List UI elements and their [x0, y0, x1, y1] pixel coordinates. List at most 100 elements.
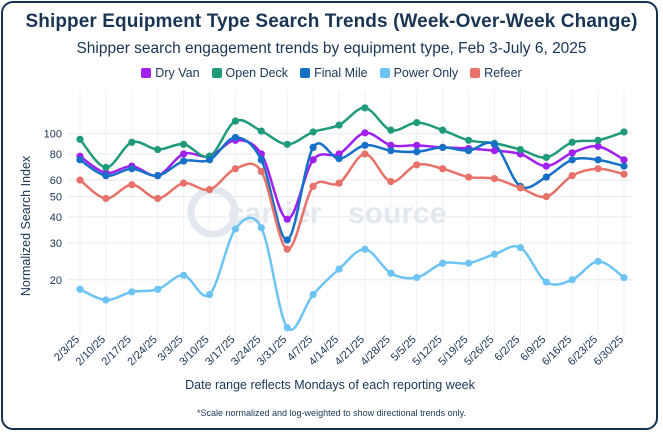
- data-point-power-only[interactable]: [76, 285, 84, 293]
- data-point-open-deck[interactable]: [620, 128, 628, 136]
- data-point-open-deck[interactable]: [180, 140, 188, 148]
- legend-item-refeer[interactable]: Refeer: [470, 66, 522, 80]
- data-point-final-mile[interactable]: [257, 156, 265, 164]
- data-point-power-only[interactable]: [439, 259, 447, 267]
- data-point-power-only[interactable]: [154, 285, 162, 293]
- data-point-open-deck[interactable]: [283, 140, 291, 148]
- data-point-open-deck[interactable]: [231, 117, 240, 125]
- data-point-open-deck[interactable]: [594, 136, 602, 144]
- data-point-refeer[interactable]: [257, 167, 265, 176]
- data-point-open-deck[interactable]: [413, 119, 421, 127]
- data-point-refeer[interactable]: [76, 176, 84, 184]
- data-point-dry-van[interactable]: [283, 215, 291, 223]
- data-point-final-mile[interactable]: [490, 140, 499, 148]
- legend-item-open-deck[interactable]: Open Deck: [211, 66, 288, 80]
- data-point-refeer[interactable]: [231, 165, 240, 173]
- data-point-dry-van[interactable]: [594, 142, 602, 150]
- data-point-final-mile[interactable]: [439, 143, 447, 152]
- data-point-dry-van[interactable]: [490, 147, 499, 155]
- data-point-refeer[interactable]: [205, 186, 214, 194]
- data-point-final-mile[interactable]: [413, 148, 421, 156]
- data-point-refeer[interactable]: [361, 150, 369, 158]
- data-point-final-mile[interactable]: [464, 147, 473, 155]
- data-point-final-mile[interactable]: [387, 147, 395, 155]
- data-point-final-mile[interactable]: [76, 156, 84, 164]
- data-point-refeer[interactable]: [413, 161, 421, 169]
- data-point-refeer[interactable]: [309, 182, 317, 190]
- data-point-dry-van[interactable]: [361, 129, 369, 137]
- data-point-final-mile[interactable]: [231, 133, 240, 142]
- data-point-power-only[interactable]: [335, 265, 343, 273]
- data-point-refeer[interactable]: [542, 193, 550, 201]
- data-point-power-only[interactable]: [594, 257, 602, 265]
- data-point-power-only[interactable]: [516, 244, 524, 252]
- data-point-final-mile[interactable]: [361, 141, 369, 149]
- data-point-dry-van[interactable]: [180, 150, 188, 158]
- data-point-power-only[interactable]: [283, 324, 291, 332]
- legend-item-power-only[interactable]: Power Only: [379, 66, 458, 80]
- data-point-refeer[interactable]: [128, 181, 136, 189]
- data-point-refeer[interactable]: [516, 184, 524, 192]
- data-point-refeer[interactable]: [464, 173, 473, 181]
- data-point-power-only[interactable]: [490, 250, 499, 258]
- data-point-refeer[interactable]: [102, 194, 110, 203]
- data-point-open-deck[interactable]: [154, 145, 162, 154]
- data-point-open-deck[interactable]: [257, 127, 265, 135]
- data-point-power-only[interactable]: [180, 271, 188, 279]
- data-point-refeer[interactable]: [594, 165, 602, 173]
- data-point-power-only[interactable]: [102, 296, 110, 304]
- data-point-open-deck[interactable]: [128, 138, 136, 146]
- data-point-refeer[interactable]: [180, 179, 188, 187]
- data-point-final-mile[interactable]: [283, 236, 291, 244]
- data-point-dry-van[interactable]: [542, 162, 550, 170]
- legend-item-dry-van[interactable]: Dry Van: [141, 66, 200, 80]
- data-point-final-mile[interactable]: [620, 162, 628, 170]
- data-point-final-mile[interactable]: [594, 156, 602, 164]
- data-point-refeer[interactable]: [283, 245, 291, 253]
- data-point-open-deck[interactable]: [335, 121, 343, 129]
- data-point-power-only[interactable]: [464, 259, 473, 267]
- data-point-open-deck[interactable]: [102, 163, 110, 171]
- data-point-power-only[interactable]: [542, 278, 550, 286]
- data-point-refeer[interactable]: [568, 172, 576, 180]
- data-point-final-mile[interactable]: [205, 156, 214, 164]
- data-point-power-only[interactable]: [620, 273, 628, 282]
- data-point-refeer[interactable]: [154, 194, 162, 203]
- data-point-refeer[interactable]: [490, 174, 499, 183]
- data-point-dry-van[interactable]: [620, 156, 628, 164]
- data-point-refeer[interactable]: [439, 165, 447, 173]
- data-point-dry-van[interactable]: [309, 156, 317, 164]
- data-point-final-mile[interactable]: [568, 156, 576, 164]
- data-point-refeer[interactable]: [387, 178, 395, 186]
- data-point-power-only[interactable]: [361, 245, 369, 253]
- data-point-final-mile[interactable]: [154, 172, 162, 180]
- data-point-power-only[interactable]: [387, 269, 395, 277]
- data-point-open-deck[interactable]: [439, 126, 447, 134]
- data-point-final-mile[interactable]: [128, 165, 136, 173]
- data-point-power-only[interactable]: [257, 224, 265, 232]
- data-point-dry-van[interactable]: [568, 149, 576, 157]
- data-point-final-mile[interactable]: [102, 172, 110, 180]
- data-point-open-deck[interactable]: [76, 135, 84, 143]
- data-point-dry-van[interactable]: [413, 141, 421, 149]
- data-point-power-only[interactable]: [413, 273, 421, 282]
- data-point-power-only[interactable]: [568, 276, 576, 284]
- data-point-refeer[interactable]: [335, 179, 343, 187]
- data-point-open-deck[interactable]: [568, 138, 576, 146]
- data-point-open-deck[interactable]: [464, 136, 473, 144]
- legend-item-final-mile[interactable]: Final Mile: [300, 66, 368, 80]
- data-point-power-only[interactable]: [231, 225, 240, 233]
- data-point-dry-van[interactable]: [387, 141, 395, 149]
- data-point-open-deck[interactable]: [361, 104, 369, 112]
- data-point-power-only[interactable]: [128, 288, 136, 296]
- data-point-open-deck[interactable]: [387, 126, 395, 134]
- data-point-final-mile[interactable]: [309, 143, 317, 152]
- data-point-final-mile[interactable]: [335, 155, 343, 163]
- data-point-open-deck[interactable]: [516, 145, 524, 154]
- data-point-refeer[interactable]: [620, 170, 628, 178]
- data-point-open-deck[interactable]: [309, 128, 317, 136]
- data-point-power-only[interactable]: [309, 290, 317, 299]
- data-point-power-only[interactable]: [205, 290, 214, 299]
- data-point-open-deck[interactable]: [542, 153, 550, 162]
- data-point-final-mile[interactable]: [180, 157, 188, 165]
